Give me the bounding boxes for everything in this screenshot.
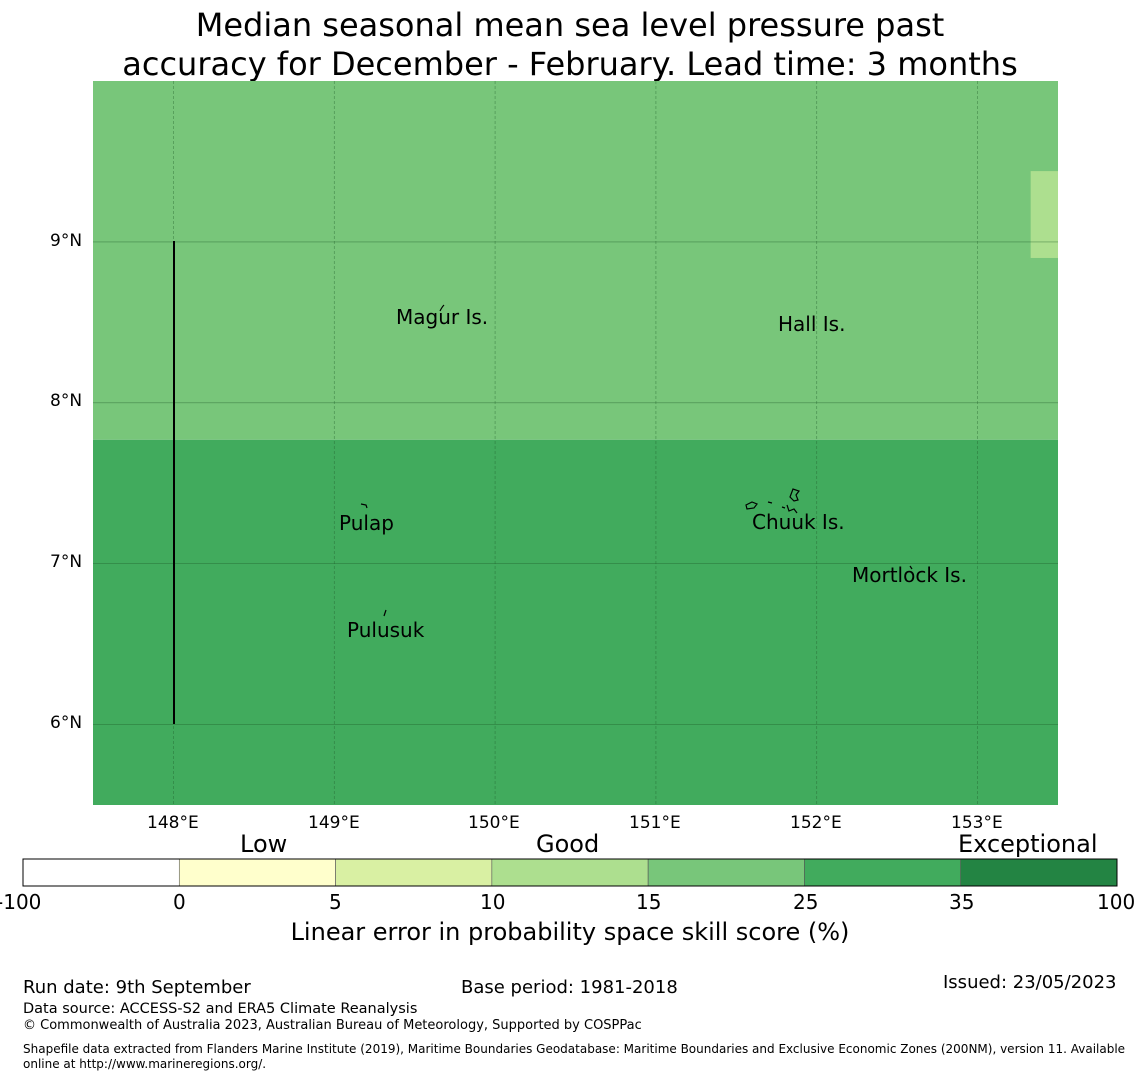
- colorbar-title: Linear error in probability space skill …: [290, 918, 850, 946]
- category-good: Good: [536, 830, 600, 858]
- copyright: © Commonwealth of Australia 2023, Austra…: [23, 1018, 642, 1033]
- place-label-pulusuk: Pulusuk: [347, 618, 425, 642]
- lat-tick: 9°N: [50, 231, 83, 251]
- title-line-2: accuracy for December - February. Lead t…: [122, 45, 1018, 83]
- issued-date: Issued: 23/05/2023: [943, 972, 1117, 993]
- colorbar-segment: [960, 858, 1118, 887]
- title-line-1: Median seasonal mean sea level pressure …: [195, 6, 945, 44]
- colorbar-tick: -100: [0, 890, 42, 914]
- pulusuk-island-outline: [383, 609, 387, 617]
- lon-tick: 150°E: [468, 813, 520, 833]
- category-low: Low: [240, 830, 288, 858]
- island-outlines: [360, 304, 913, 617]
- chuuk-lagoon-outline: [789, 488, 800, 502]
- lon-tick: 153°E: [951, 813, 1003, 833]
- lon-tick: 151°E: [629, 813, 681, 833]
- colorbar-tick: 100: [1097, 890, 1136, 914]
- map-canvas: [93, 81, 1058, 805]
- lat-tick: 7°N: [50, 552, 83, 572]
- colorbar-segment: [22, 858, 180, 887]
- colorbar-segment: [647, 858, 805, 887]
- colorbar-segment: [491, 858, 649, 887]
- lat-tick: 6°N: [50, 713, 83, 733]
- place-label-hall: Hall Is.: [778, 312, 846, 336]
- colorbar-tick: 5: [329, 890, 342, 914]
- base-period: Base period: 1981-2018: [461, 977, 678, 998]
- chuuk-islets-outline: [745, 501, 798, 514]
- colorbar: [22, 858, 1118, 887]
- colorbar-tick: 15: [636, 890, 662, 914]
- magur-island-outline: [439, 304, 445, 312]
- lon-tick: 149°E: [308, 813, 360, 833]
- lat-tick: 8°N: [50, 391, 83, 411]
- pulap-island-outline: [360, 503, 368, 509]
- place-label-chuuk: Chuuk Is.: [752, 510, 845, 534]
- colorbar-tick: 35: [949, 890, 975, 914]
- place-label-pulap: Pulap: [339, 511, 394, 535]
- skill-regions: [93, 81, 1058, 805]
- colorbar-tick: 0: [173, 890, 186, 914]
- skill-region-10-15: [1030, 171, 1058, 258]
- colorbar-tick: 25: [793, 890, 819, 914]
- map-title: Median seasonal mean sea level pressure …: [0, 6, 1140, 84]
- lon-tick: 148°E: [147, 813, 199, 833]
- skill-region-15-25: [93, 81, 1058, 440]
- lon-tick: 152°E: [790, 813, 842, 833]
- place-label-mortlock: Mortlock Is.: [852, 563, 967, 587]
- shapefile-credit-1: Shapefile data extracted from Flanders M…: [23, 1042, 1126, 1056]
- colorbar-segment: [335, 858, 493, 887]
- colorbar-frame: [22, 858, 1118, 887]
- shapefile-credit-2: online at http://www.marineregions.org/.: [23, 1057, 267, 1071]
- colorbar-segment: [178, 858, 336, 887]
- category-exceptional: Exceptional: [958, 830, 1098, 858]
- colorbar-segment: [804, 858, 962, 887]
- data-source: Data source: ACCESS-S2 and ERA5 Climate …: [23, 1001, 418, 1017]
- graticule: [93, 81, 1058, 805]
- colorbar-tick: 10: [480, 890, 506, 914]
- skill-region-25-35: [93, 439, 1058, 805]
- run-date: Run date: 9th September: [23, 977, 251, 998]
- mortlock-island-outline: [909, 565, 913, 570]
- place-label-magur: Magur Is.: [396, 305, 489, 329]
